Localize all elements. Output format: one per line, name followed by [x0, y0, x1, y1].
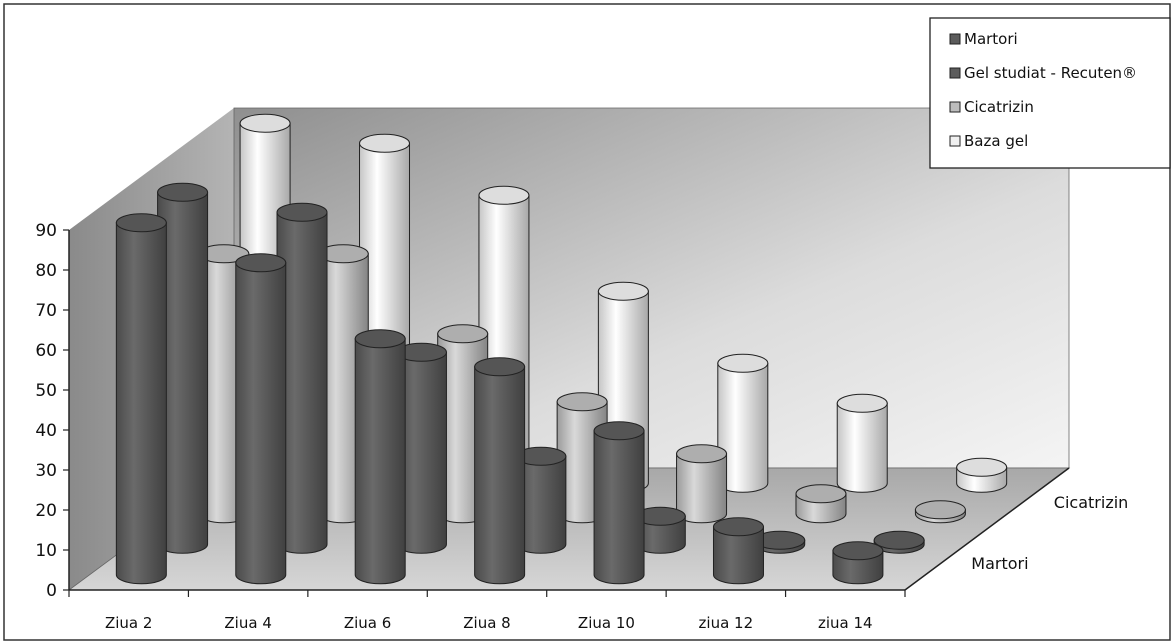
- bar: [914, 500, 966, 524]
- bar-top: [832, 541, 884, 561]
- y-tick-label: 30: [35, 461, 57, 481]
- bar-body: [712, 526, 764, 585]
- bar: [754, 530, 806, 554]
- bar-top: [276, 202, 328, 222]
- legend-label: Martori: [964, 30, 1018, 48]
- bar-top: [474, 357, 526, 377]
- bar: [354, 329, 406, 585]
- bar: [956, 457, 1008, 493]
- bar: [717, 353, 769, 493]
- bar-top: [795, 484, 847, 504]
- bar: [593, 421, 645, 585]
- bar-top: [873, 530, 925, 550]
- bar-top: [593, 421, 645, 441]
- bar-top: [717, 353, 769, 373]
- bar: [836, 393, 888, 493]
- bar-body: [354, 338, 406, 585]
- y-ticks: 0 10 20 30 40 50 60 70 80 90: [35, 221, 69, 601]
- bar-body: [593, 430, 645, 585]
- bar-body: [115, 222, 167, 585]
- bar: [157, 182, 209, 554]
- depth-ticks: Martori Cicatrizin: [971, 493, 1128, 573]
- x-tick-label: Ziua 2: [105, 614, 152, 632]
- bar-body: [676, 453, 728, 524]
- y-tick-label: 60: [35, 341, 57, 361]
- legend-swatch: [949, 135, 961, 147]
- x-tick-label: ziua 12: [699, 614, 754, 632]
- legend-swatch: [949, 33, 961, 45]
- x-tick-label: ziua 14: [818, 614, 873, 632]
- bar-top: [597, 281, 649, 301]
- x-ticks: Ziua 2 Ziua 4 Ziua 6 Ziua 8 Ziua 10 ziua 12 zi…: [68, 590, 906, 632]
- y-tick-label: 80: [35, 261, 57, 281]
- bar-body: [235, 262, 287, 585]
- bar-top: [115, 213, 167, 233]
- bar-top: [437, 324, 489, 344]
- x-tick-label: Ziua 4: [224, 614, 271, 632]
- bar-body: [836, 402, 888, 493]
- y-tick-label: 50: [35, 381, 57, 401]
- bar: [795, 484, 847, 524]
- legend-label: Baza gel: [964, 132, 1028, 150]
- bar-top: [478, 185, 530, 205]
- bar: [395, 342, 447, 554]
- legend-box: [929, 17, 1171, 169]
- bar-top: [354, 329, 406, 349]
- legend-label: Cicatrizin: [964, 98, 1034, 116]
- bar: [832, 541, 884, 585]
- legend: Martori Gel studiat - Recuten® Cicatrizin B…: [929, 17, 1171, 169]
- bar-top: [836, 393, 888, 413]
- axes: [68, 230, 1070, 591]
- bar-top: [239, 113, 291, 133]
- bar: [474, 357, 526, 585]
- bar-top: [157, 182, 209, 202]
- bar-top: [914, 500, 966, 520]
- legend-label: Gel studiat - Recuten®: [964, 64, 1137, 82]
- bar-top: [235, 253, 287, 273]
- y-tick-label: 90: [35, 221, 57, 241]
- bar-top: [556, 392, 608, 412]
- legend-swatch: [949, 101, 961, 113]
- bar-top: [956, 457, 1008, 477]
- bar-top: [712, 517, 764, 537]
- bar-top: [359, 133, 411, 153]
- y-tick-label: 40: [35, 421, 57, 441]
- legend-swatch: [949, 67, 961, 79]
- bar: [712, 517, 764, 585]
- y-tick-label: 70: [35, 301, 57, 321]
- y-tick-label: 0: [46, 581, 57, 601]
- x-tick-label: Ziua 10: [578, 614, 635, 632]
- y-tick-label: 10: [35, 541, 57, 561]
- bar: [115, 213, 167, 585]
- bar-body: [474, 366, 526, 585]
- depth-axis-line: [904, 467, 1070, 591]
- x-tick-label: Ziua 8: [463, 614, 510, 632]
- x-tick-label: Ziua 6: [344, 614, 391, 632]
- bar-top: [676, 444, 728, 464]
- depth-tick-label: Cicatrizin: [1054, 493, 1129, 512]
- depth-tick-label: Martori: [971, 554, 1028, 573]
- bar: [235, 253, 287, 585]
- y-tick-label: 20: [35, 501, 57, 521]
- bars: [115, 113, 1008, 585]
- bar: [515, 446, 567, 554]
- bar: [676, 444, 728, 524]
